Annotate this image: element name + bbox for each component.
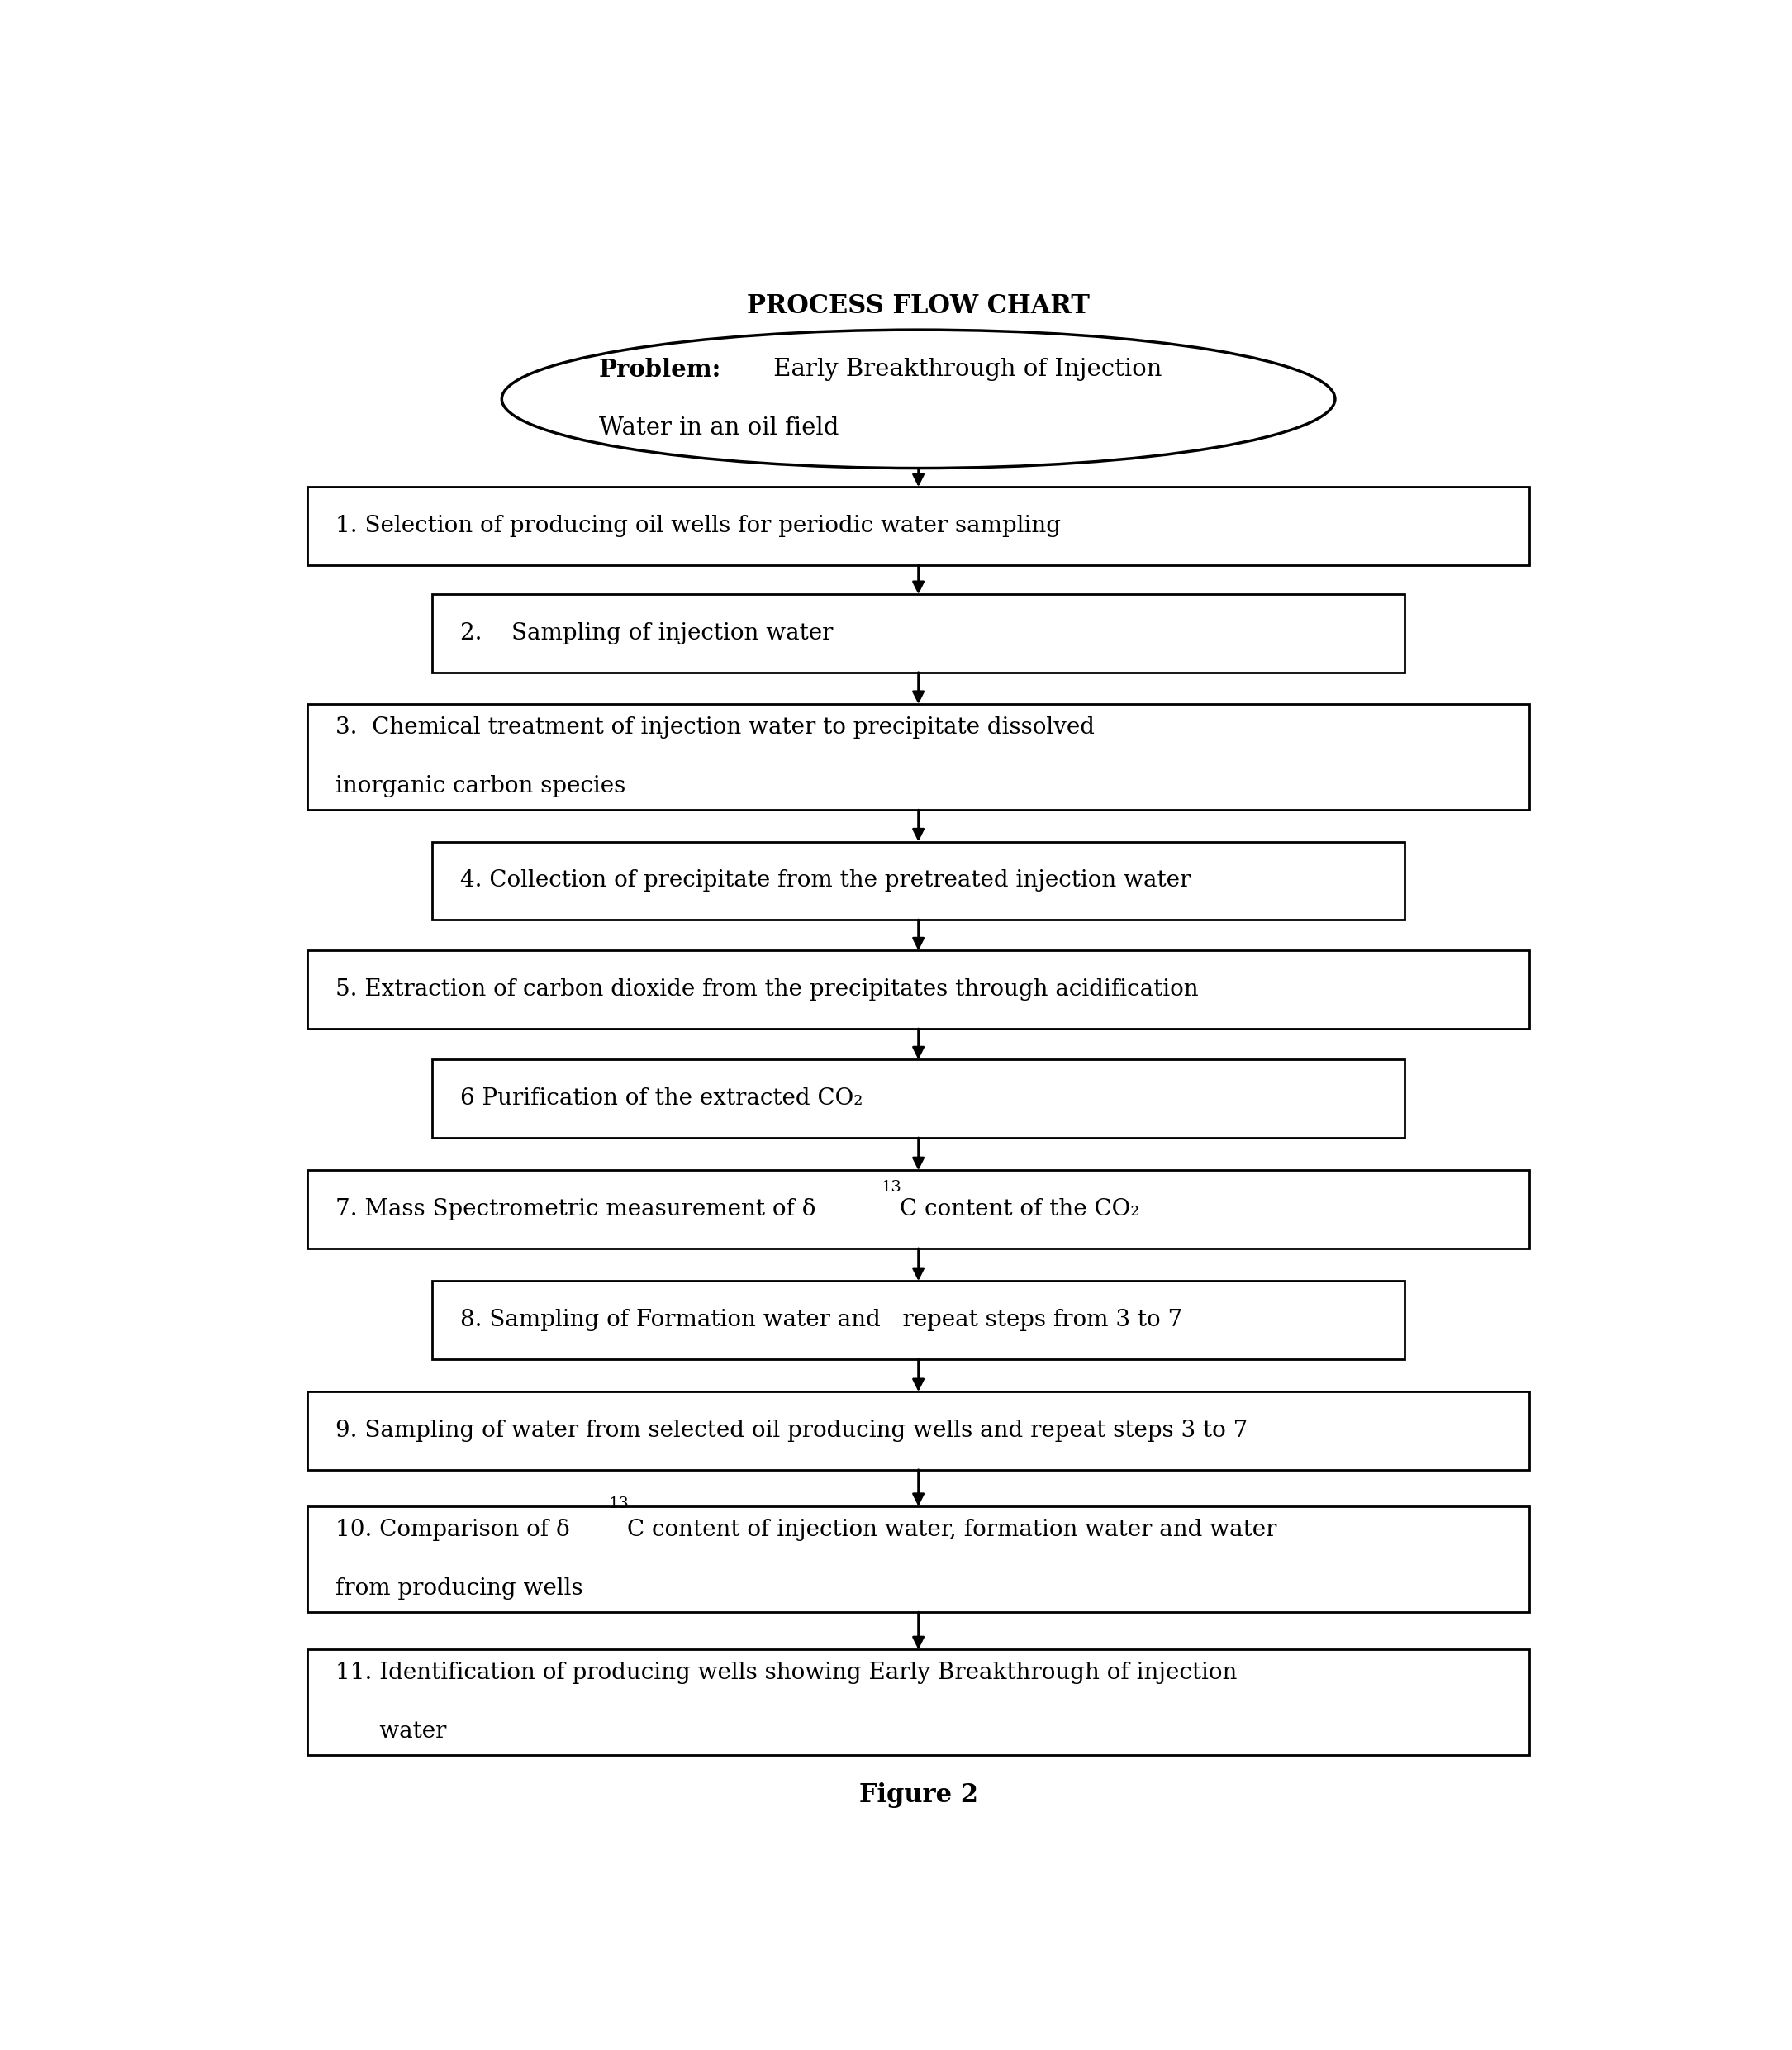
Bar [308,703,1530,810]
Bar [308,486,1530,566]
Text: 10. Comparison of δ: 10. Comparison of δ [335,1519,570,1542]
Text: Problem:: Problem: [599,357,722,381]
Text: from producing wells: from producing wells [335,1576,582,1599]
Text: PROCESS FLOW CHART: PROCESS FLOW CHART [747,293,1090,320]
Text: C content of injection water, formation water and water: C content of injection water, formation … [627,1519,1276,1542]
Text: C content of the CO₂: C content of the CO₂ [900,1197,1140,1220]
Bar [432,843,1405,920]
Text: 1. Selection of producing oil wells for periodic water sampling: 1. Selection of producing oil wells for … [335,515,1061,537]
Text: 6 Purification of the extracted CO₂: 6 Purification of the extracted CO₂ [461,1089,862,1109]
Text: Water in an oil field: Water in an oil field [599,416,839,441]
Text: 5. Extraction of carbon dioxide from the precipitates through acidification: 5. Extraction of carbon dioxide from the… [335,978,1199,1000]
Text: 13: 13 [607,1496,629,1511]
Text: 9. Sampling of water from selected oil producing wells and repeat steps 3 to 7: 9. Sampling of water from selected oil p… [335,1419,1247,1441]
Bar [308,951,1530,1029]
Bar [308,1171,1530,1248]
Bar [308,1650,1530,1755]
Text: Early Breakthrough of Injection: Early Breakthrough of Injection [765,359,1161,381]
Bar [432,1060,1405,1138]
Bar [432,1281,1405,1359]
Bar [308,1507,1530,1611]
Text: inorganic carbon species: inorganic carbon species [335,775,625,797]
Text: water: water [335,1720,446,1742]
Text: 13: 13 [882,1181,901,1195]
Text: Figure 2: Figure 2 [858,1781,978,1808]
Text: 7. Mass Spectrometric measurement of δ: 7. Mass Spectrometric measurement of δ [335,1197,815,1220]
Text: 8. Sampling of Formation water and   repeat steps from 3 to 7: 8. Sampling of Formation water and repea… [461,1308,1183,1330]
Bar [432,594,1405,672]
Text: 4. Collection of precipitate from the pretreated injection water: 4. Collection of precipitate from the pr… [461,869,1190,892]
Text: 11. Identification of producing wells showing Early Breakthrough of injection: 11. Identification of producing wells sh… [335,1663,1236,1685]
Text: 3.  Chemical treatment of injection water to precipitate dissolved: 3. Chemical treatment of injection water… [335,717,1095,738]
Text: 2.    Sampling of injection water: 2. Sampling of injection water [461,621,833,644]
Ellipse shape [502,330,1335,467]
Bar [308,1392,1530,1470]
